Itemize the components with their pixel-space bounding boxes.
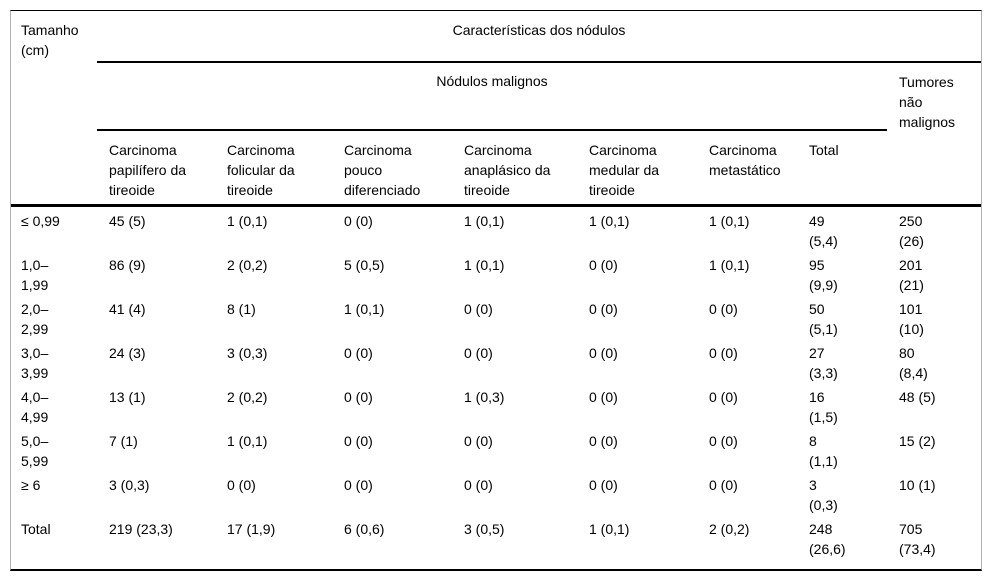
data-cell: 2 (0,2) xyxy=(227,388,268,405)
header-row-top: Tamanho (cm) Características dos nódulos xyxy=(11,11,982,207)
data-cell: 3 (0,5) xyxy=(464,520,505,537)
column-header-carcinoma-pouco-diferenciado: Carcinoma pouco diferenciado xyxy=(332,130,452,207)
data-cell: 48 (5) xyxy=(899,388,936,405)
data-cell: 6 (0,6) xyxy=(344,520,385,537)
data-cell: 0 (0) xyxy=(589,256,618,273)
data-cell: 201 (21) xyxy=(899,256,924,293)
data-cell: 1 (0,1) xyxy=(464,212,505,229)
data-cell: 1 (0,1) xyxy=(589,212,630,229)
data-cell: 1 (0,1) xyxy=(227,212,268,229)
data-cell: 1 (0,1) xyxy=(709,212,750,229)
data-cell: 1 (0,1) xyxy=(227,432,268,449)
data-cell: 0 (0) xyxy=(344,212,373,229)
data-cell: 27 (3,3) xyxy=(809,344,838,381)
data-cell: 0 (0) xyxy=(344,476,373,493)
data-cell: 0 (0) xyxy=(464,300,493,317)
data-cell: 0 (0) xyxy=(709,476,738,493)
data-cell: 1 (0,1) xyxy=(344,300,385,317)
size-column-header: Tamanho (cm) xyxy=(11,11,97,207)
table-body: ≤ 0,99 45 (5) 1 (0,1) 0 (0) 1 (0,1) 1 (0… xyxy=(11,205,981,569)
tumores-group-header: Tumores não malignos xyxy=(887,62,982,207)
data-cell: 2 (0,2) xyxy=(227,256,268,273)
data-cell: 8 (1,1) xyxy=(809,432,838,469)
data-cell: 24 (3) xyxy=(109,344,146,361)
caracteristicas-header: Características dos nódulos xyxy=(97,11,982,63)
column-header-carcinoma-papilifero: Carcinoma papilífero da tireoide xyxy=(97,130,215,207)
data-cell: 13 (1) xyxy=(109,388,146,405)
data-cell: 0 (0) xyxy=(589,388,618,405)
row-size-label: 2,0– 2,99 xyxy=(21,300,49,337)
data-cell: 248 (26,6) xyxy=(809,520,846,557)
data-cell: 0 (0) xyxy=(709,344,738,361)
data-cell: 0 (0) xyxy=(344,344,373,361)
header-row-groups: Nódulos malignos Tumores não malignos xyxy=(11,62,982,207)
row-size-label: Total xyxy=(21,520,51,537)
table-row: 4,0– 4,99 13 (1) 2 (0,2) 0 (0) 1 (0,3) 0… xyxy=(11,383,981,427)
column-header-carcinoma-folicular: Carcinoma folicular da tireoide xyxy=(215,130,332,207)
data-cell: 15 (2) xyxy=(899,432,936,449)
data-cell: 3 (0,3) xyxy=(227,344,268,361)
row-size-label: 3,0– 3,99 xyxy=(21,344,49,381)
data-cell: 7 (1) xyxy=(109,432,138,449)
data-cell: 1 (0,1) xyxy=(464,256,505,273)
malignos-group-header: Nódulos malignos xyxy=(97,62,887,131)
row-size-label: 5,0– 5,99 xyxy=(21,432,49,469)
table-row: 1,0– 1,99 86 (9) 2 (0,2) 5 (0,5) 1 (0,1)… xyxy=(11,251,981,295)
data-cell: 0 (0) xyxy=(589,300,618,317)
data-cell: 1 (0,1) xyxy=(589,520,630,537)
column-header-carcinoma-anaplasico: Carcinoma anaplásico da tireoide xyxy=(452,130,577,207)
row-size-label: ≥ 6 xyxy=(21,476,41,493)
row-size-label: 1,0– 1,99 xyxy=(21,256,49,293)
data-cell: 0 (0) xyxy=(464,476,493,493)
data-cell: 0 (0) xyxy=(709,432,738,449)
data-cell: 0 (0) xyxy=(589,476,618,493)
data-cell: 10 (1) xyxy=(899,476,936,493)
data-cell: 45 (5) xyxy=(109,212,146,229)
data-cell: 0 (0) xyxy=(464,344,493,361)
column-header-total: Total xyxy=(797,130,887,207)
row-size-label: ≤ 0,99 xyxy=(21,212,60,229)
data-cell: 95 (9,9) xyxy=(809,256,838,293)
data-cell: 80 (8,4) xyxy=(899,344,928,381)
data-cell: 0 (0) xyxy=(344,388,373,405)
data-cell: 3 (0,3) xyxy=(109,476,150,493)
data-cell: 0 (0) xyxy=(227,476,256,493)
data-cell: 2 (0,2) xyxy=(709,520,750,537)
data-cell: 1 (0,3) xyxy=(464,388,505,405)
header-row-columns: Carcinoma papilífero da tireoide Carcino… xyxy=(11,130,981,207)
data-cell: 5 (0,5) xyxy=(344,256,385,273)
table-row: 3,0– 3,99 24 (3) 3 (0,3) 0 (0) 0 (0) 0 (… xyxy=(11,339,981,383)
data-cell: 705 (73,4) xyxy=(899,520,936,557)
table-row: ≤ 0,99 45 (5) 1 (0,1) 0 (0) 1 (0,1) 1 (0… xyxy=(11,205,981,251)
data-cell: 0 (0) xyxy=(344,432,373,449)
data-cell: 3 (0,3) xyxy=(809,476,838,513)
table-row: 5,0– 5,99 7 (1) 1 (0,1) 0 (0) 0 (0) 0 (0… xyxy=(11,427,981,471)
data-cell: 86 (9) xyxy=(109,256,146,273)
column-header-carcinoma-metastatico: Carcinoma metastático xyxy=(697,130,797,207)
nodule-characteristics-table: Tamanho (cm) Características dos nódulos… xyxy=(11,11,982,569)
data-cell: 16 (1,5) xyxy=(809,388,838,425)
nodule-table-frame: Tamanho (cm) Características dos nódulos… xyxy=(10,10,982,571)
table-row: 2,0– 2,99 41 (4) 8 (1) 1 (0,1) 0 (0) 0 (… xyxy=(11,295,981,339)
data-cell: 17 (1,9) xyxy=(227,520,276,537)
data-cell: 219 (23,3) xyxy=(109,520,173,537)
data-cell: 250 (26) xyxy=(899,212,924,249)
data-cell: 1 (0,1) xyxy=(709,256,750,273)
table-row: ≥ 6 3 (0,3) 0 (0) 0 (0) 0 (0) 0 (0) 0 (0… xyxy=(11,471,981,515)
data-cell: 0 (0) xyxy=(709,388,738,405)
data-cell: 49 (5,4) xyxy=(809,212,838,249)
data-cell: 8 (1) xyxy=(227,300,256,317)
data-cell: 0 (0) xyxy=(589,344,618,361)
row-size-label: 4,0– 4,99 xyxy=(21,388,49,425)
data-cell: 50 (5,1) xyxy=(809,300,838,337)
column-header-carcinoma-medular: Carcinoma medular da tireoide xyxy=(577,130,697,207)
data-cell: 0 (0) xyxy=(589,432,618,449)
data-cell: 101 (10) xyxy=(899,300,924,337)
data-cell: 0 (0) xyxy=(464,432,493,449)
data-cell: 41 (4) xyxy=(109,300,146,317)
table-row: Total 219 (23,3) 17 (1,9) 6 (0,6) 3 (0,5… xyxy=(11,515,981,569)
data-cell: 0 (0) xyxy=(709,300,738,317)
